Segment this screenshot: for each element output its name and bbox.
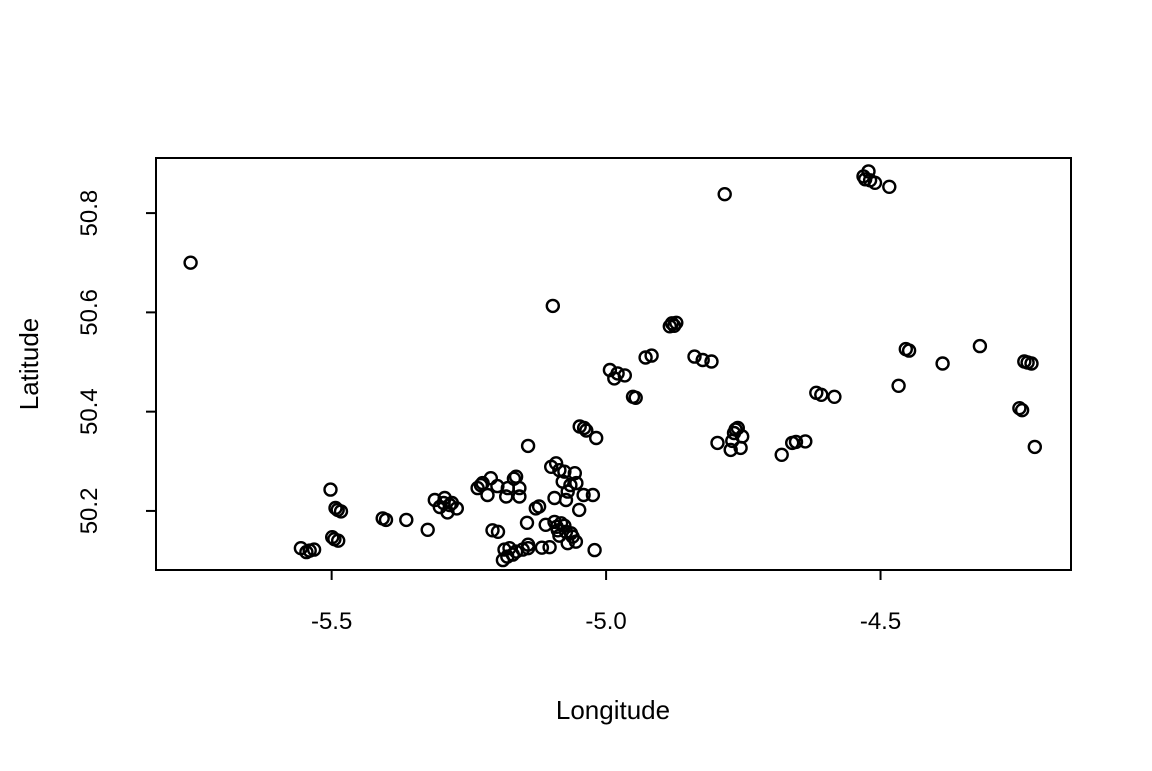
data-point: [891, 378, 906, 393]
data-point: [628, 390, 643, 405]
data-point: [432, 499, 447, 515]
data-point: [399, 512, 414, 528]
data-point: [1014, 403, 1030, 418]
data-point: [726, 425, 742, 441]
data-point: [534, 540, 550, 555]
data-point: [572, 502, 587, 518]
data-point: [733, 440, 748, 456]
data-point: [935, 356, 950, 371]
data-point: [306, 542, 322, 557]
data-point: [567, 466, 582, 481]
data-point: [809, 385, 824, 400]
data-point: [576, 420, 592, 436]
data-point: [323, 482, 338, 497]
data-point: [436, 495, 451, 511]
data-point: [506, 471, 522, 486]
data-point: [785, 435, 800, 451]
x-axis-tick-label: -5.5: [311, 608, 352, 635]
data-point: [972, 338, 988, 354]
data-point: [480, 487, 495, 503]
data-point: [704, 354, 719, 369]
data-point: [638, 350, 653, 365]
data-point: [882, 179, 897, 195]
data-point: [558, 492, 574, 508]
data-point: [861, 164, 876, 179]
data-point: [563, 477, 578, 493]
data-point: [798, 434, 813, 449]
plot-border: [155, 157, 1072, 571]
data-point: [520, 438, 536, 454]
data-point: [473, 477, 489, 493]
data-point: [901, 343, 917, 358]
data-point: [827, 389, 842, 404]
data-point: [607, 371, 622, 386]
data-point: [669, 315, 684, 330]
data-point: [552, 528, 567, 543]
data-point: [183, 255, 198, 270]
data-point: [325, 530, 340, 545]
data-point: [710, 435, 725, 451]
data-point: [695, 352, 710, 368]
data-point: [589, 430, 604, 446]
y-axis-tick-label: 50.6: [76, 289, 103, 336]
data-point: [1027, 439, 1043, 455]
y-axis-tick-label: 50.4: [76, 388, 103, 435]
data-point: [490, 524, 506, 539]
data-point: [1024, 356, 1039, 371]
data-point: [587, 542, 602, 558]
data-point: [542, 540, 557, 555]
data-point: [549, 519, 564, 534]
data-point: [500, 549, 515, 564]
data-point: [774, 447, 789, 462]
data-point: [519, 515, 535, 530]
x-axis-tick-label: -4.5: [860, 608, 901, 635]
data-point: [520, 541, 536, 556]
data-point: [644, 348, 659, 363]
data-point: [499, 489, 514, 504]
data-point: [544, 459, 559, 474]
y-axis-title: Latitude: [14, 318, 44, 411]
data-point: [560, 484, 575, 499]
data-point: [552, 463, 567, 478]
x-axis-tick-label: -5.0: [585, 608, 626, 635]
data-point: [576, 487, 591, 503]
data-point: [378, 512, 394, 528]
data-point: [547, 490, 562, 506]
data-point: [512, 489, 527, 504]
data-point: [725, 433, 740, 449]
data-point: [717, 186, 732, 202]
data-point: [420, 522, 435, 537]
y-axis-tick-label: 50.8: [76, 190, 103, 237]
data-point: [299, 544, 314, 560]
data-point: [585, 487, 601, 503]
data-point: [569, 475, 584, 491]
data-point: [858, 172, 873, 187]
data-point: [531, 499, 547, 514]
y-axis-tick-label: 50.2: [76, 488, 103, 535]
data-point: [1017, 354, 1032, 369]
data-point: [442, 497, 457, 513]
x-axis-title: Longitude: [556, 695, 670, 725]
data-point: [545, 298, 560, 314]
data-point: [579, 423, 594, 438]
data-point: [723, 442, 738, 458]
data-point: [328, 500, 343, 516]
data-point: [687, 349, 702, 364]
